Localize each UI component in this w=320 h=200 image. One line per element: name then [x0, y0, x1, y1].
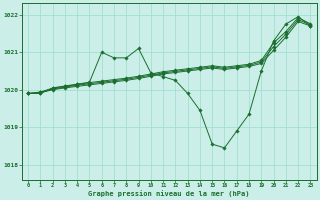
X-axis label: Graphe pression niveau de la mer (hPa): Graphe pression niveau de la mer (hPa): [89, 190, 250, 197]
